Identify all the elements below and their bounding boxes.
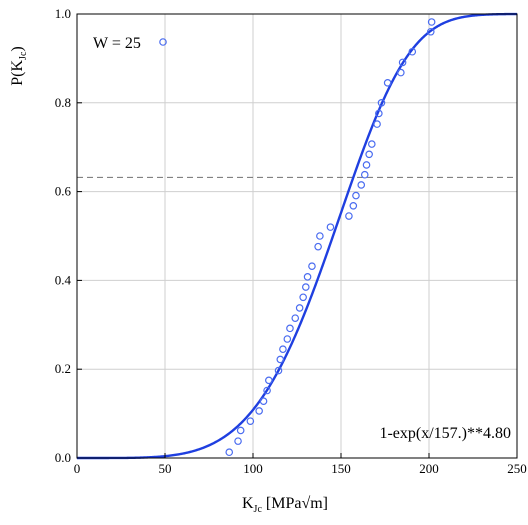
plot-frame: [76, 13, 518, 459]
fit-curve-layer: [77, 12, 517, 460]
x-axis-ticks: 0 50 100 150 200 250: [74, 453, 527, 476]
y-axis-ticks: 0.0 0.2 0.4 0.6 0.8 1.0: [55, 6, 82, 465]
data-point: [308, 262, 316, 270]
data-point: [274, 366, 283, 375]
data-point: [352, 191, 360, 200]
data-point: [373, 120, 381, 128]
fit-curve-line: [77, 12, 517, 460]
fit-equation-annotation: 1-exp(x/157.)**4.80: [379, 425, 511, 442]
data-point: [255, 407, 263, 415]
data-point: [365, 150, 373, 159]
data-point: [279, 345, 287, 354]
y-tick-label: 0.8: [55, 95, 71, 110]
y-tick-label: 1.0: [55, 6, 71, 21]
data-point: [283, 335, 292, 343]
data-point: [427, 18, 436, 26]
data-point: [375, 109, 383, 118]
data-point: [408, 47, 417, 56]
data-point: [291, 314, 300, 322]
y-tick-label: 0.4: [55, 272, 72, 287]
x-axis-label-main: K: [242, 495, 254, 512]
legend-label: W = 25: [93, 35, 141, 52]
data-point: [225, 448, 234, 457]
data-points-layer: [225, 18, 436, 457]
x-axis-label-sub: Jc: [254, 504, 263, 515]
x-axis-label: KJc [MPa√m]: [242, 495, 328, 515]
data-point: [357, 181, 366, 189]
x-tick-label: 50: [159, 461, 172, 476]
y-tick-label: 0.0: [55, 450, 71, 465]
data-point: [397, 68, 405, 77]
data-point: [236, 426, 245, 435]
legend-marker: [159, 38, 167, 46]
data-point: [349, 202, 358, 210]
grid-lines: [77, 14, 517, 458]
x-tick-label: 250: [507, 461, 527, 476]
data-point: [383, 79, 392, 87]
y-tick-label: 0.6: [55, 184, 72, 199]
data-point: [367, 140, 376, 148]
data-point: [276, 355, 285, 364]
x-tick-label: 150: [331, 461, 351, 476]
data-point: [295, 304, 304, 312]
data-point: [234, 437, 242, 445]
data-point: [259, 397, 268, 405]
x-tick-label: 100: [243, 461, 263, 476]
data-point: [246, 417, 255, 425]
data-point: [360, 170, 369, 179]
data-point: [263, 386, 271, 395]
y-tick-label: 0.2: [55, 361, 71, 376]
y-axis-label: P(KJc): [9, 46, 29, 85]
y-axis-label-prefix: P(K: [9, 60, 26, 86]
data-point: [345, 212, 353, 220]
data-point: [377, 99, 386, 107]
data-point: [316, 232, 324, 240]
x-tick-label: 0: [74, 461, 81, 476]
y-axis-label-sub: Jc: [18, 51, 29, 60]
data-point: [362, 161, 371, 169]
data-point: [301, 283, 310, 291]
y-axis-label-suffix: ): [9, 46, 26, 51]
x-axis-label-suffix: [MPa√m]: [262, 495, 328, 512]
data-point: [426, 27, 435, 36]
data-point: [286, 324, 294, 333]
data-point: [314, 242, 322, 251]
x-tick-label: 200: [419, 461, 439, 476]
data-point: [265, 376, 273, 385]
data-point: [303, 273, 312, 281]
data-point: [326, 223, 335, 231]
data-point: [398, 58, 407, 67]
data-point: [299, 293, 307, 302]
